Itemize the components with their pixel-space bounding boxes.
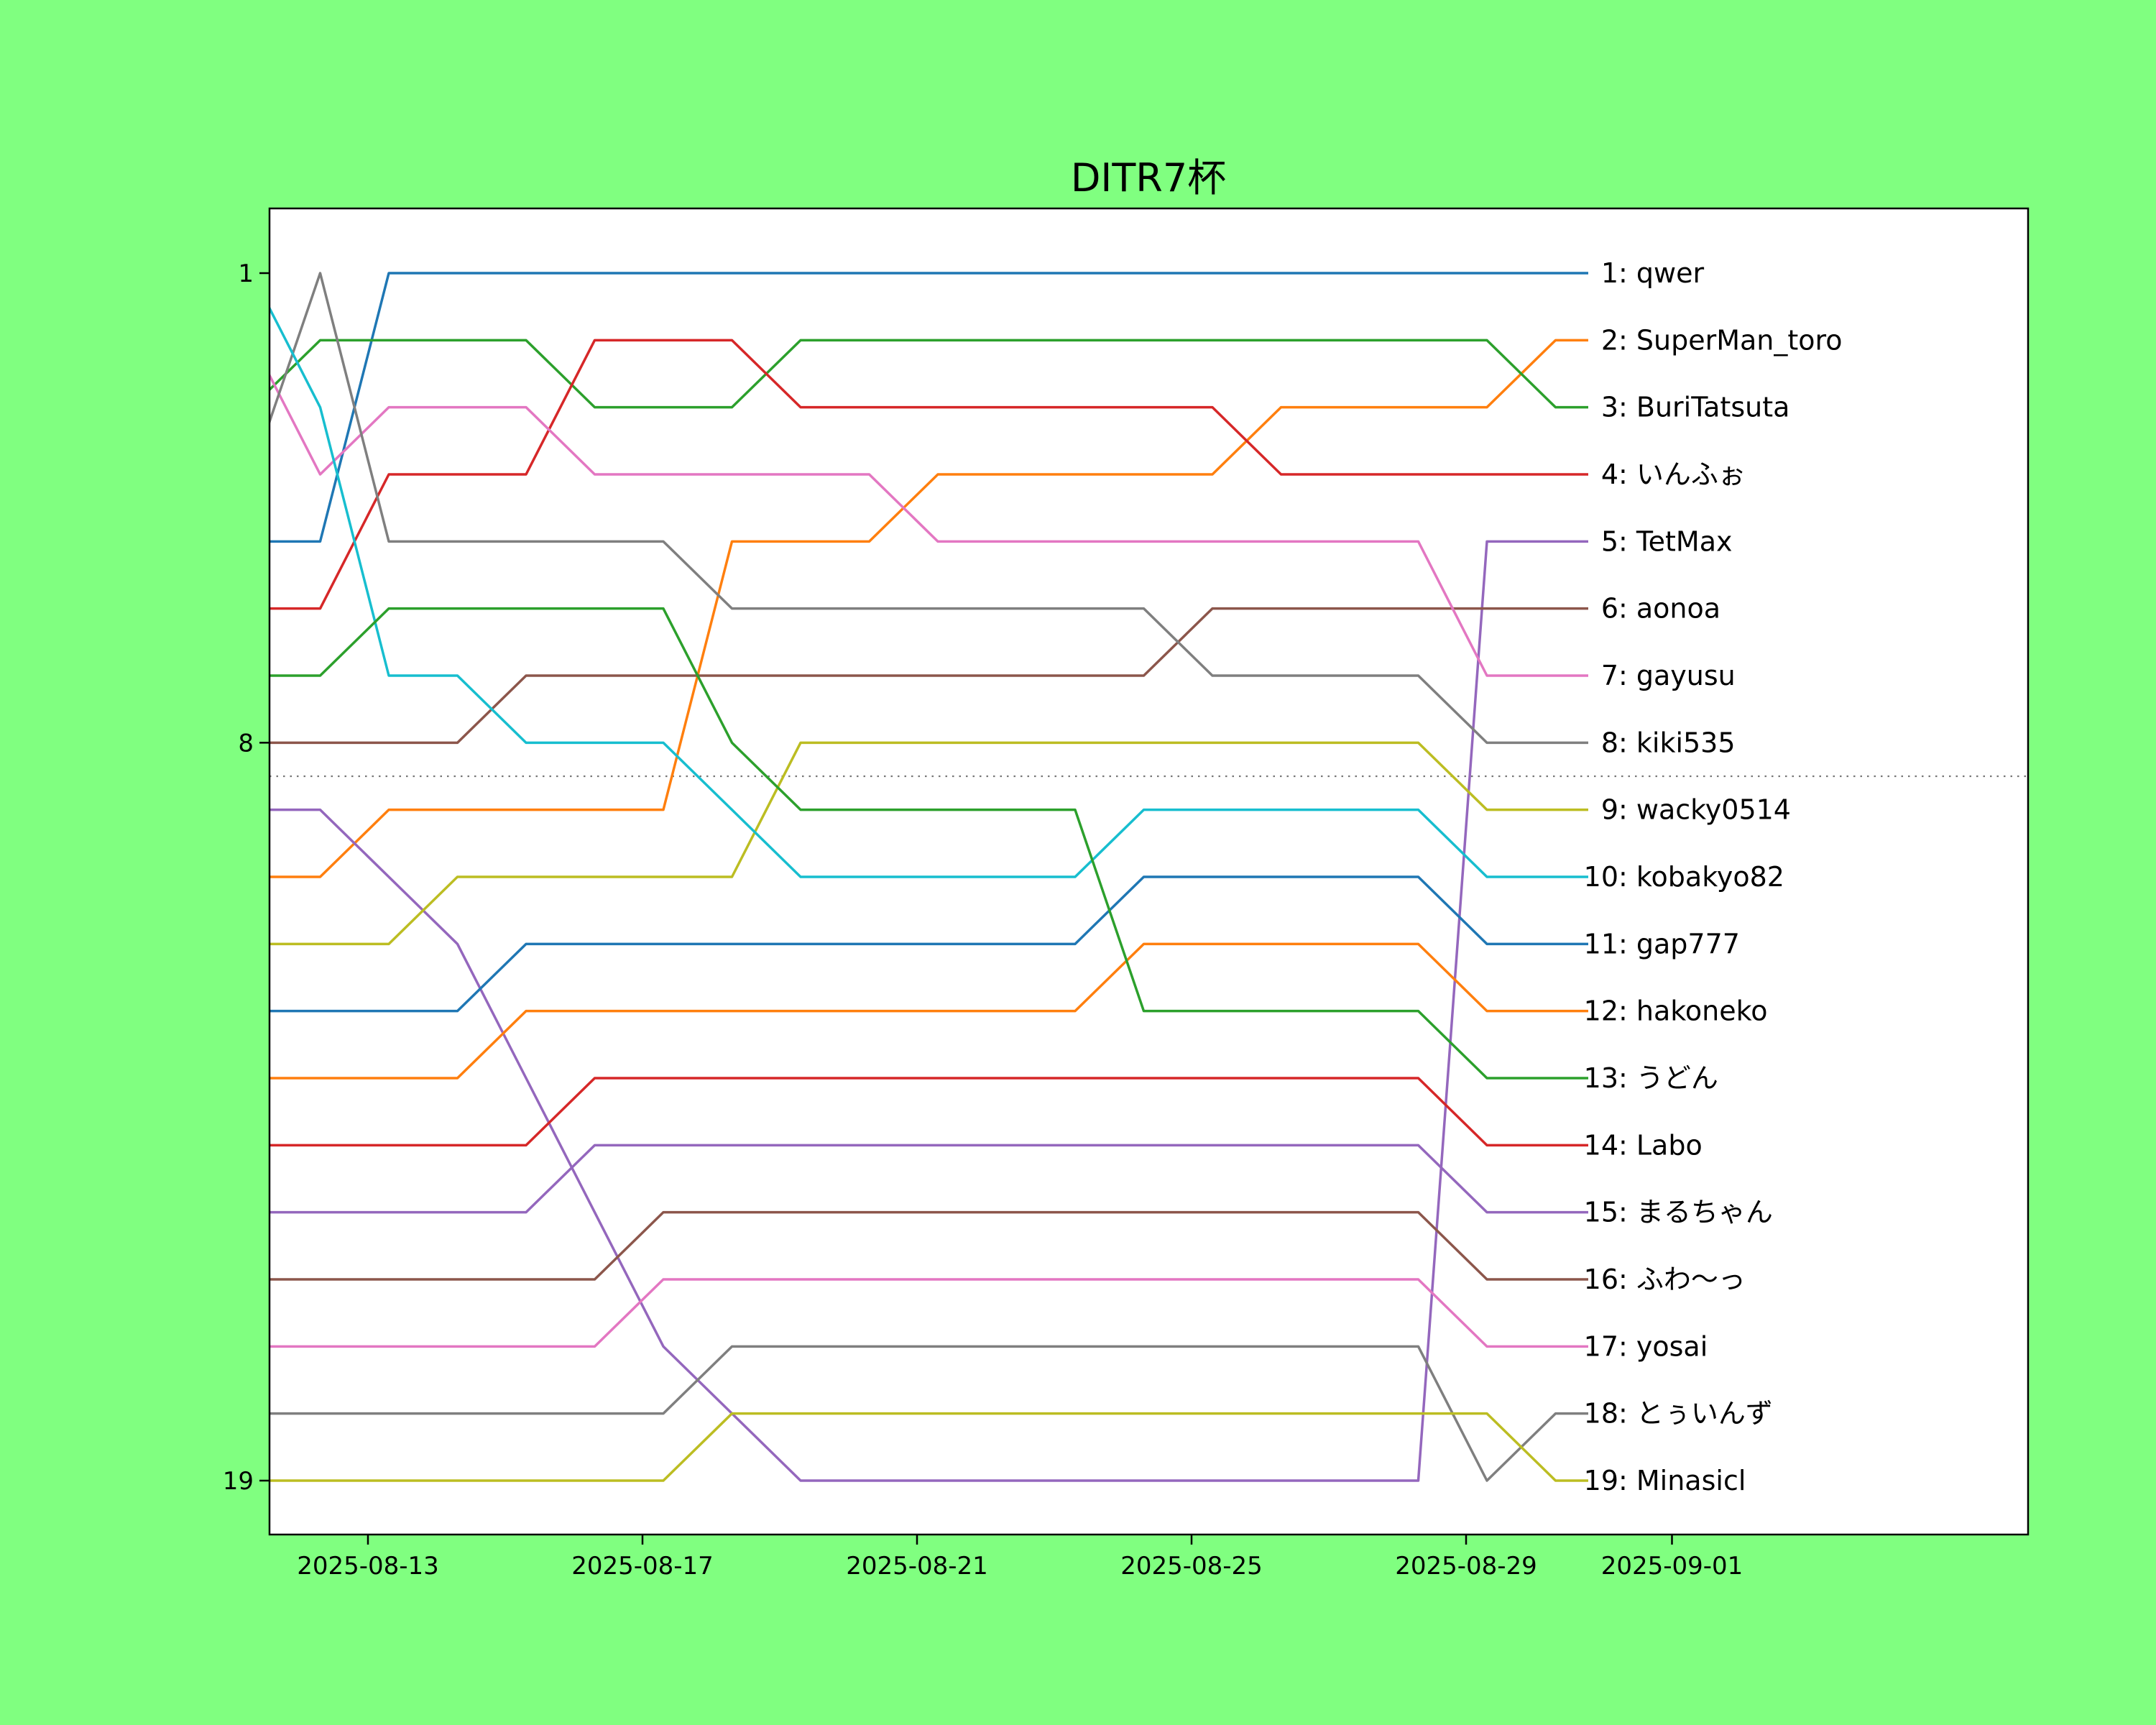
series-line-ふわ〜っ	[270, 1210, 1588, 1281]
rank-label-name: : qwer	[1618, 257, 1704, 289]
rank-label-number: 16	[1584, 1264, 1618, 1295]
rank-label-name: : hakoneko	[1618, 995, 1768, 1027]
rank-label-name: : gap777	[1618, 928, 1740, 960]
rank-label-number: 8	[1601, 727, 1618, 758]
rank-label-number: 2	[1601, 324, 1618, 356]
series-line-kobakyo82	[270, 305, 1588, 878]
y-tick-label: 8	[238, 729, 254, 758]
series-line-BuriTatsuta	[270, 339, 1588, 409]
series-line-qwer	[270, 272, 1588, 543]
series-line-まるちゃん	[270, 1144, 1588, 1214]
series-line-gayusu	[270, 372, 1588, 677]
rank-label-name: : aonoa	[1618, 593, 1720, 625]
x-tick-label: 2025-08-29	[1395, 1552, 1537, 1581]
rank-label-number: 14	[1584, 1129, 1618, 1161]
axis-layer: 2025-08-13 2025-08-17 2025-08-21 2025-08-25…	[223, 259, 1743, 1581]
series-line-aonoa	[270, 607, 1588, 745]
y-tick-label: 19	[223, 1467, 254, 1496]
y-tick-label: 1	[238, 259, 254, 288]
x-tick-label: 2025-08-13	[297, 1552, 439, 1581]
x-tick-label: 2025-08-25	[1120, 1552, 1263, 1581]
x-tick-label: 2025-08-21	[846, 1552, 988, 1581]
series-line-Minasicl	[270, 1412, 1588, 1482]
series-line-とぅいんず	[270, 1345, 1588, 1482]
series-line-gap777	[270, 875, 1588, 1013]
rank-label-number: 4	[1601, 459, 1618, 490]
rank-label-number: 7	[1601, 660, 1618, 691]
plot-border	[268, 207, 2030, 1536]
rank-label-number: 11	[1584, 928, 1618, 960]
chart-title: DITR7杯	[1071, 155, 1226, 201]
rank-label-name: : kobakyo82	[1618, 861, 1784, 893]
rank-label-number: 3	[1601, 392, 1618, 423]
series-layer	[270, 272, 1588, 1482]
rank-label-name: : kiki535	[1618, 727, 1736, 758]
rank-label-name: : Minasicl	[1618, 1465, 1746, 1496]
rank-label-number: 17	[1584, 1330, 1618, 1362]
rank-label-number: 1	[1601, 257, 1618, 289]
rank-label-name: : いんふぉ	[1618, 459, 1746, 490]
rank-label-number: 15	[1584, 1197, 1618, 1228]
rank-label-number: 12	[1584, 995, 1618, 1027]
rank-label-name: : yosai	[1618, 1330, 1708, 1362]
series-line-hakoneko	[270, 942, 1588, 1080]
series-line-いんふぉ	[270, 339, 1588, 610]
rank-label-name: : ふわ〜っ	[1618, 1264, 1746, 1295]
rank-label-number: 6	[1601, 593, 1618, 625]
series-line-Labo	[270, 1077, 1588, 1147]
rank-label-name: : まるちゃん	[1618, 1197, 1773, 1228]
rank-label-number: 10	[1584, 861, 1618, 893]
rank-label-name: : うどん	[1618, 1062, 1718, 1094]
series-line-kiki535	[270, 272, 1588, 745]
series-line-wacky0514	[270, 741, 1588, 946]
rank-label-name: : とぅいんず	[1618, 1398, 1773, 1430]
series-line-うどん	[270, 607, 1588, 1080]
rank-label-name: : TetMax	[1618, 525, 1732, 557]
rank-label-number: 5	[1601, 525, 1618, 557]
rank-label-name: : BuriTatsuta	[1618, 392, 1789, 423]
x-tick-label: 2025-09-01	[1601, 1552, 1743, 1581]
plot-area	[270, 208, 2028, 1535]
series-line-yosai	[270, 1278, 1588, 1348]
rank-label-name: : Labo	[1618, 1129, 1703, 1161]
rank-label-number: 19	[1584, 1465, 1618, 1496]
rank-label-name: : wacky0514	[1618, 794, 1791, 826]
rank-label-number: 18	[1584, 1398, 1618, 1430]
x-tick-label: 2025-08-17	[571, 1552, 714, 1581]
rank-label-number: 13	[1584, 1062, 1618, 1094]
rank-label-name: : SuperMan_toro	[1618, 324, 1843, 356]
rank-label-name: : gayusu	[1618, 660, 1736, 691]
rank-label-number: 9	[1601, 794, 1618, 826]
